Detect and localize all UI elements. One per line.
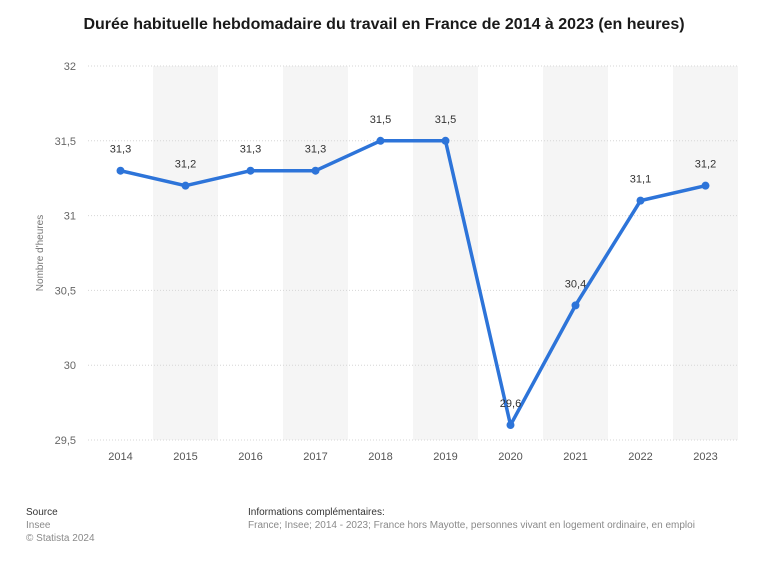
column-band <box>153 66 218 440</box>
data-label: 29,6 <box>500 398 521 410</box>
data-label: 30,4 <box>565 278 586 290</box>
info-text: France; Insee; 2014 - 2023; France hors … <box>248 520 695 531</box>
data-point <box>311 166 320 175</box>
data-point <box>246 166 255 175</box>
data-label: 31,3 <box>305 144 326 156</box>
chart-title: Durée habituelle hebdomadaire du travail… <box>83 16 685 33</box>
data-point <box>181 181 190 190</box>
data-label: 31,5 <box>435 114 456 126</box>
source-line-copyright[interactable]: © Statista 2024 <box>26 533 95 544</box>
y-tick-label: 29,5 <box>55 435 76 447</box>
x-tick-label: 2017 <box>303 451 327 463</box>
column-band <box>543 66 608 440</box>
source-heading: Source <box>26 507 58 518</box>
y-tick-label: 30 <box>64 360 76 372</box>
x-tick-label: 2021 <box>563 451 587 463</box>
line-chart: 29,5 30 30,5 31 31,5 32 Nombre d'heures 2014 201… <box>35 61 738 463</box>
data-label: 31,1 <box>630 174 651 186</box>
data-point <box>116 166 125 175</box>
data-point <box>571 301 580 310</box>
data-point <box>376 136 385 145</box>
data-label: 31,2 <box>695 159 716 171</box>
data-point <box>441 136 450 145</box>
data-label: 31,2 <box>175 159 196 171</box>
data-label: 31,3 <box>110 144 131 156</box>
data-point <box>506 421 515 430</box>
y-tick-label: 31,5 <box>55 136 76 148</box>
x-tick-label: 2022 <box>628 451 652 463</box>
column-band <box>283 66 348 440</box>
x-tick-label: 2015 <box>173 451 197 463</box>
data-point <box>701 181 710 190</box>
x-tick-label: 2016 <box>238 451 262 463</box>
data-label: 31,5 <box>370 114 391 126</box>
info-heading: Informations complémentaires: <box>248 507 385 518</box>
data-point <box>636 196 645 205</box>
source-block: Source Insee © Statista 2024 <box>26 506 95 545</box>
x-tick-label: 2023 <box>693 451 717 463</box>
y-axis-title: Nombre d'heures <box>35 215 46 291</box>
x-tick-label: 2020 <box>498 451 522 463</box>
info-block: Informations complémentaires: France; In… <box>248 506 695 532</box>
column-band <box>413 66 478 440</box>
series-line <box>118 139 708 427</box>
x-tick-label: 2018 <box>368 451 392 463</box>
y-tick-label: 32 <box>64 61 76 73</box>
x-tick-label: 2014 <box>108 451 132 463</box>
column-band <box>673 66 738 440</box>
y-tick-label: 30,5 <box>55 285 76 297</box>
y-tick-label: 31 <box>64 211 76 223</box>
x-tick-label: 2019 <box>433 451 457 463</box>
data-label: 31,3 <box>240 144 261 156</box>
source-line-publisher: Insee <box>26 520 51 531</box>
